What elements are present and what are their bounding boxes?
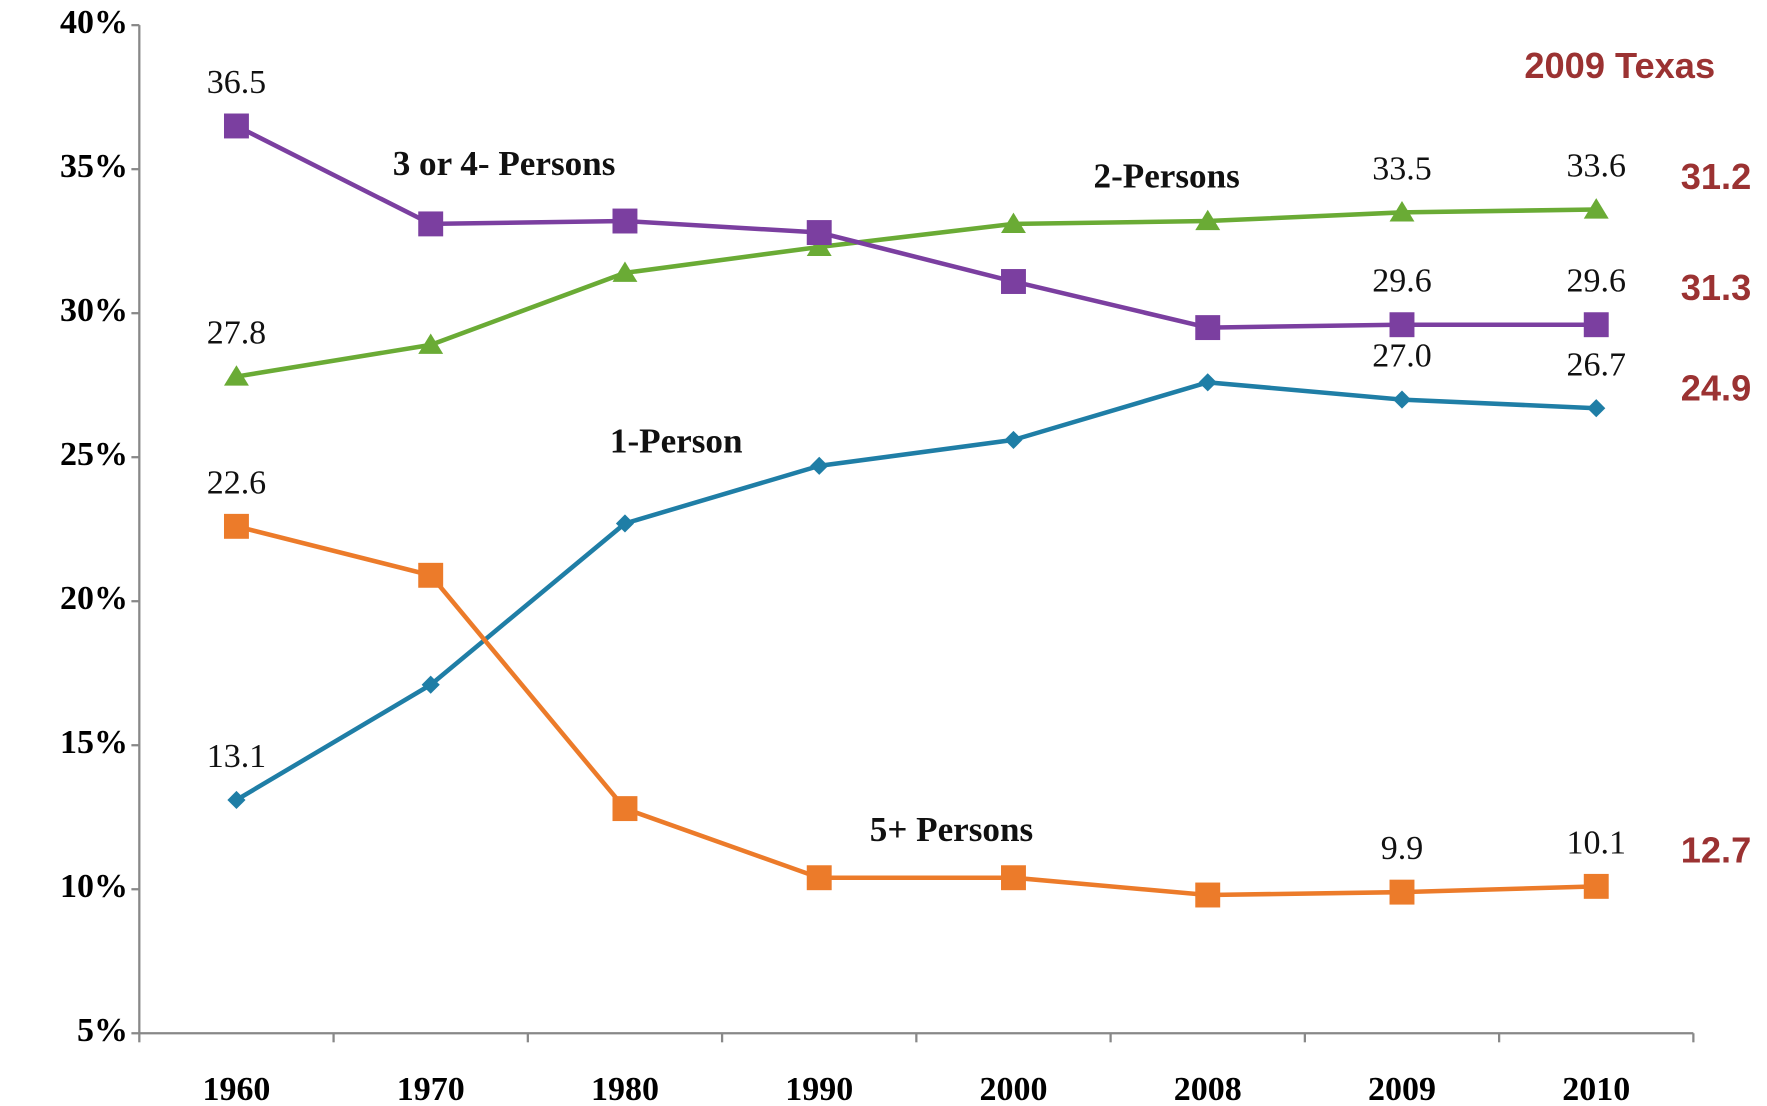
- marker: [1389, 879, 1415, 905]
- marker: [1001, 865, 1026, 891]
- y-tick-label: 35%: [60, 148, 128, 185]
- value-label: 9.9: [1381, 830, 1423, 867]
- marker: [806, 235, 832, 257]
- marker: [806, 865, 832, 891]
- marker: [810, 456, 829, 475]
- y-tick-label: 15%: [60, 724, 128, 761]
- value-label: 22.6: [207, 464, 266, 501]
- x-tick-label: 2000: [980, 1071, 1048, 1106]
- y-tick-label: 5%: [77, 1012, 128, 1049]
- x-tick-label: 2010: [1562, 1071, 1630, 1106]
- texas-value: 31.2: [1681, 156, 1752, 197]
- x-tick-label: 1970: [397, 1071, 465, 1106]
- marker: [1583, 198, 1609, 219]
- marker: [1004, 430, 1023, 449]
- marker: [421, 675, 440, 694]
- marker: [612, 796, 638, 822]
- marker: [418, 211, 444, 237]
- marker: [806, 220, 832, 246]
- value-label: 36.5: [207, 64, 266, 101]
- marker: [418, 562, 444, 588]
- series-line: [235, 123, 1597, 330]
- marker: [1195, 882, 1221, 908]
- series-line: [235, 380, 1597, 802]
- y-tick-label: 40%: [60, 4, 128, 41]
- texas-value: 31.3: [1681, 267, 1752, 308]
- marker: [1583, 312, 1609, 338]
- y-tick-label: 20%: [60, 580, 128, 617]
- marker: [612, 261, 638, 282]
- x-tick-label: 1980: [591, 1071, 659, 1106]
- series-label: 2-Persons: [1094, 156, 1240, 195]
- series-line: [236, 207, 1597, 379]
- annotation: 2009 Texas: [1524, 45, 1715, 86]
- value-label: 27.8: [207, 315, 266, 352]
- series-label: 3 or 4- Persons: [393, 144, 616, 183]
- series-label: 1-Person: [610, 421, 743, 460]
- value-label: 27.0: [1372, 338, 1431, 375]
- y-tick-label: 30%: [60, 292, 128, 329]
- marker: [223, 513, 249, 539]
- marker: [1001, 212, 1026, 233]
- value-label: 29.6: [1567, 263, 1626, 300]
- y-tick-label: 10%: [60, 868, 128, 905]
- texas-value: 12.7: [1681, 830, 1752, 871]
- marker: [1389, 312, 1415, 338]
- series-line: [235, 524, 1597, 898]
- marker: [1583, 873, 1609, 899]
- marker: [227, 790, 246, 810]
- marker: [1001, 269, 1026, 294]
- marker: [223, 113, 249, 139]
- texas-value: 24.9: [1681, 368, 1752, 409]
- marker: [1195, 315, 1221, 341]
- marker: [1198, 373, 1217, 392]
- marker: [615, 514, 635, 533]
- x-tick-label: 2008: [1174, 1071, 1242, 1106]
- x-tick-label: 2009: [1368, 1071, 1436, 1106]
- value-label: 29.6: [1372, 263, 1431, 300]
- marker: [1195, 209, 1221, 231]
- value-label: 10.1: [1567, 824, 1626, 861]
- marker: [1389, 201, 1415, 222]
- marker: [1587, 399, 1606, 418]
- value-label: 26.7: [1567, 346, 1626, 383]
- y-tick-label: 25%: [60, 436, 128, 473]
- value-label: 33.5: [1372, 150, 1431, 187]
- x-tick-label: 1960: [202, 1071, 270, 1106]
- value-label: 13.1: [207, 738, 266, 775]
- x-tick-label: 1990: [785, 1071, 853, 1106]
- value-label: 33.6: [1567, 148, 1626, 185]
- marker: [223, 365, 249, 386]
- marker: [418, 333, 444, 354]
- series-label: 5+ Persons: [870, 810, 1033, 849]
- marker: [1392, 390, 1412, 409]
- marker: [612, 208, 638, 234]
